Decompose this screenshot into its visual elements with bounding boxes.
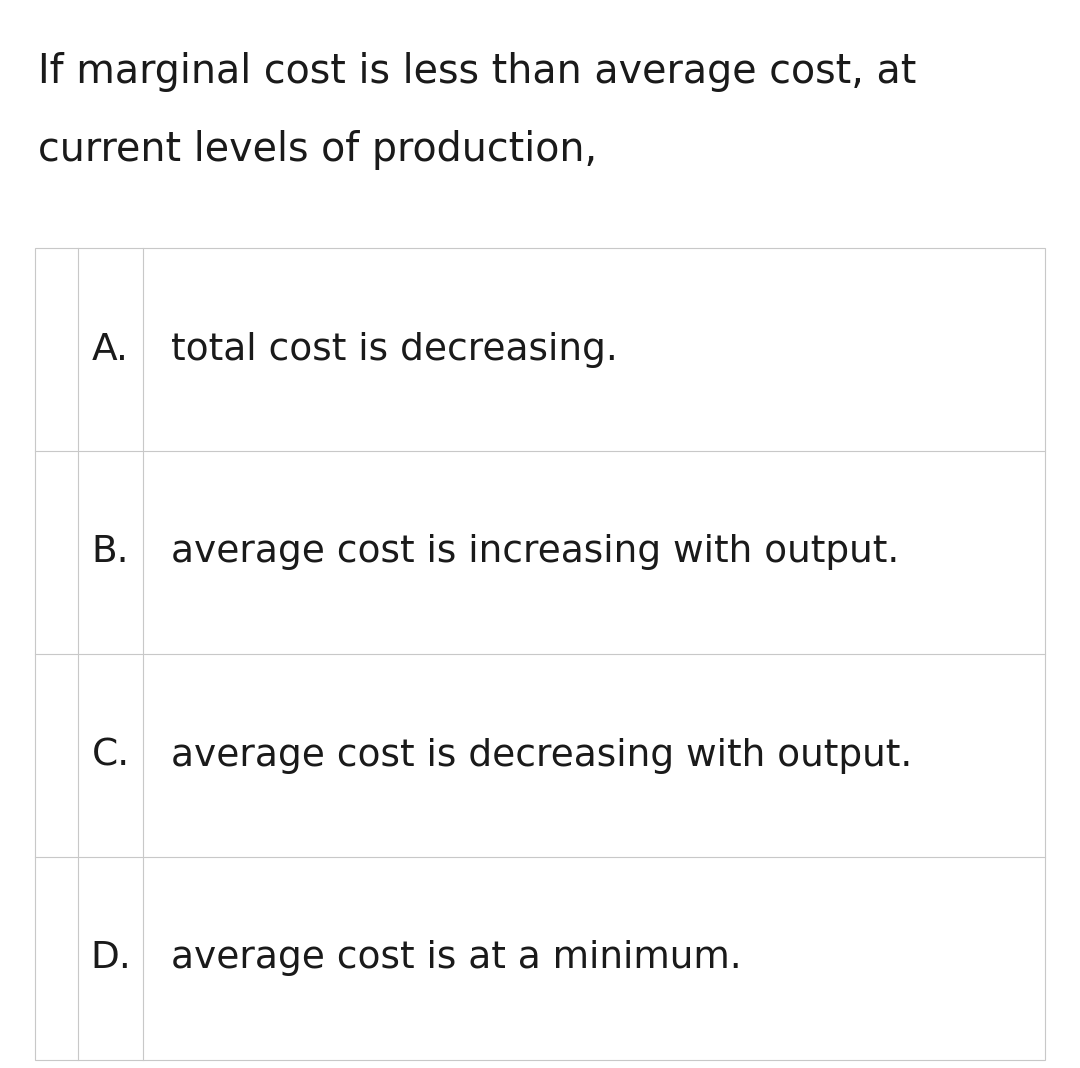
Text: D.: D. <box>90 941 131 976</box>
Bar <box>35 248 1045 1061</box>
Text: B.: B. <box>92 534 130 570</box>
Text: average cost is decreasing with output.: average cost is decreasing with output. <box>171 738 913 773</box>
Text: A.: A. <box>92 331 129 367</box>
Text: average cost is increasing with output.: average cost is increasing with output. <box>171 534 900 570</box>
Text: current levels of production,: current levels of production, <box>38 130 597 170</box>
Text: total cost is decreasing.: total cost is decreasing. <box>171 331 618 367</box>
Text: If marginal cost is less than average cost, at: If marginal cost is less than average co… <box>38 52 916 92</box>
Text: average cost is at a minimum.: average cost is at a minimum. <box>171 941 742 976</box>
Text: C.: C. <box>92 738 130 773</box>
